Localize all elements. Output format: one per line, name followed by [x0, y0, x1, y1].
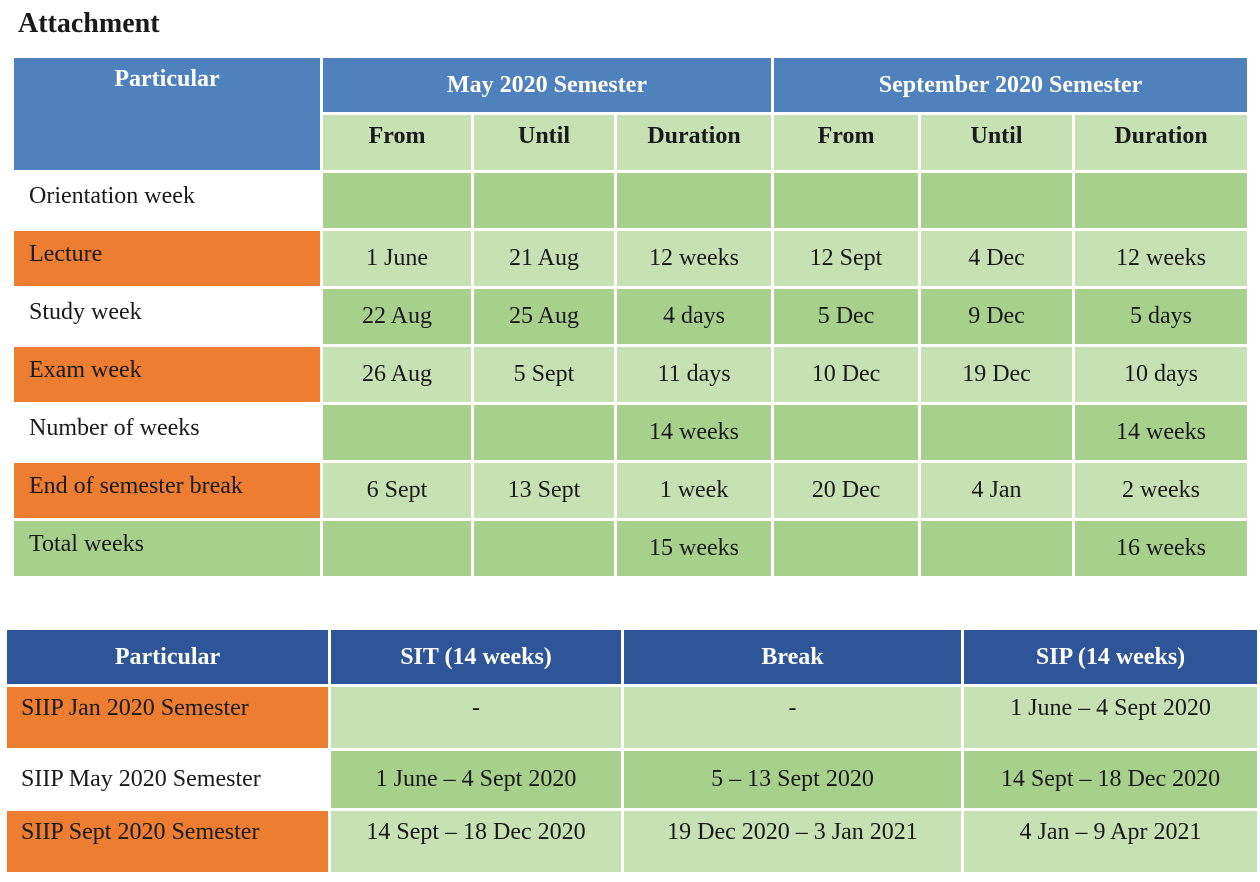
table-cell: 5 – 13 Sept 2020 — [624, 751, 961, 808]
table-row: SIIP May 2020 Semester 1 June – 4 Sept 2… — [7, 751, 1257, 808]
row-label: Total weeks — [14, 521, 320, 576]
siip-schedule-table: Particular SIT (14 weeks) Break SIP (14 … — [4, 627, 1260, 875]
table-cell: 14 weeks — [1075, 405, 1248, 460]
table-row: SIIP Jan 2020 Semester - - 1 June – 4 Se… — [7, 687, 1257, 748]
table-cell: 12 weeks — [617, 231, 772, 286]
header-sit: SIT (14 weeks) — [331, 630, 621, 684]
row-label: SIIP Jan 2020 Semester — [7, 687, 328, 748]
subheader-duration: Duration — [1075, 115, 1248, 170]
table-cell: 14 Sept – 18 Dec 2020 — [964, 751, 1257, 808]
table-cell — [921, 173, 1073, 228]
table-cell: 10 days — [1075, 347, 1248, 402]
header-may-semester: May 2020 Semester — [323, 58, 772, 112]
row-label: Study week — [14, 289, 320, 344]
table-cell: 6 Sept — [323, 463, 471, 518]
page-title: Attachment — [18, 8, 160, 39]
table-cell: 19 Dec — [921, 347, 1073, 402]
row-label: SIIP May 2020 Semester — [7, 751, 328, 808]
table-cell: 22 Aug — [323, 289, 471, 344]
table-cell: 12 weeks — [1075, 231, 1248, 286]
table-cell: 19 Dec 2020 – 3 Jan 2021 — [624, 811, 961, 872]
subheader-until: Until — [474, 115, 614, 170]
table-cell: 4 Jan — [921, 463, 1073, 518]
table-cell: 15 weeks — [617, 521, 772, 576]
row-label: Exam week — [14, 347, 320, 402]
row-label: End of semester break — [14, 463, 320, 518]
table-cell: 1 week — [617, 463, 772, 518]
table-cell: 14 Sept – 18 Dec 2020 — [331, 811, 621, 872]
table-cell: 9 Dec — [921, 289, 1073, 344]
table-cell: 10 Dec — [774, 347, 919, 402]
header-particular: Particular — [14, 58, 320, 170]
table-cell: 13 Sept — [474, 463, 614, 518]
subheader-from: From — [323, 115, 471, 170]
table-cell: 12 Sept — [774, 231, 919, 286]
row-label: Number of weeks — [14, 405, 320, 460]
table-row: SIIP Sept 2020 Semester 14 Sept – 18 Dec… — [7, 811, 1257, 872]
table-cell: 26 Aug — [323, 347, 471, 402]
header-break: Break — [624, 630, 961, 684]
table-cell: 5 days — [1075, 289, 1248, 344]
table-cell: 14 weeks — [617, 405, 772, 460]
table-cell: 21 Aug — [474, 231, 614, 286]
table-row: End of semester break 6 Sept 13 Sept 1 w… — [14, 463, 1248, 518]
table-cell: 5 Dec — [774, 289, 919, 344]
table-row: Number of weeks 14 weeks 14 weeks — [14, 405, 1248, 460]
subheader-until: Until — [921, 115, 1073, 170]
table-cell: - — [331, 687, 621, 748]
table-cell: 25 Aug — [474, 289, 614, 344]
table-cell: 11 days — [617, 347, 772, 402]
semester-schedule-table: Particular May 2020 Semester September 2… — [11, 55, 1250, 579]
row-label: Lecture — [14, 231, 320, 286]
table-cell: 4 days — [617, 289, 772, 344]
table-row: Exam week 26 Aug 5 Sept 11 days 10 Dec 1… — [14, 347, 1248, 402]
table-row: Orientation week — [14, 173, 1248, 228]
header-particular: Particular — [7, 630, 328, 684]
table-cell: 1 June – 4 Sept 2020 — [964, 687, 1257, 748]
subheader-duration: Duration — [617, 115, 772, 170]
table-cell — [921, 521, 1073, 576]
subheader-from: From — [774, 115, 919, 170]
table-cell — [774, 521, 919, 576]
table-cell: 20 Dec — [774, 463, 919, 518]
table-cell — [323, 173, 471, 228]
table-cell — [323, 521, 471, 576]
table-cell — [921, 405, 1073, 460]
table-cell: 4 Dec — [921, 231, 1073, 286]
table-cell — [474, 405, 614, 460]
table-cell: 5 Sept — [474, 347, 614, 402]
table-cell — [1075, 173, 1248, 228]
table-cell — [474, 173, 614, 228]
header-sip: SIP (14 weeks) — [964, 630, 1257, 684]
table-row: Study week 22 Aug 25 Aug 4 days 5 Dec 9 … — [14, 289, 1248, 344]
table-cell: 4 Jan – 9 Apr 2021 — [964, 811, 1257, 872]
table-cell: 2 weeks — [1075, 463, 1248, 518]
table-cell — [474, 521, 614, 576]
table-cell: 1 June – 4 Sept 2020 — [331, 751, 621, 808]
table-cell: - — [624, 687, 961, 748]
header-sept-semester: September 2020 Semester — [774, 58, 1248, 112]
table-cell — [323, 405, 471, 460]
table-cell: 1 June — [323, 231, 471, 286]
table-cell — [774, 173, 919, 228]
table-row: Total weeks 15 weeks 16 weeks — [14, 521, 1248, 576]
row-label: Orientation week — [14, 173, 320, 228]
table-cell: 16 weeks — [1075, 521, 1248, 576]
table-row: Lecture 1 June 21 Aug 12 weeks 12 Sept 4… — [14, 231, 1248, 286]
table-cell — [774, 405, 919, 460]
table-cell — [617, 173, 772, 228]
row-label: SIIP Sept 2020 Semester — [7, 811, 328, 872]
